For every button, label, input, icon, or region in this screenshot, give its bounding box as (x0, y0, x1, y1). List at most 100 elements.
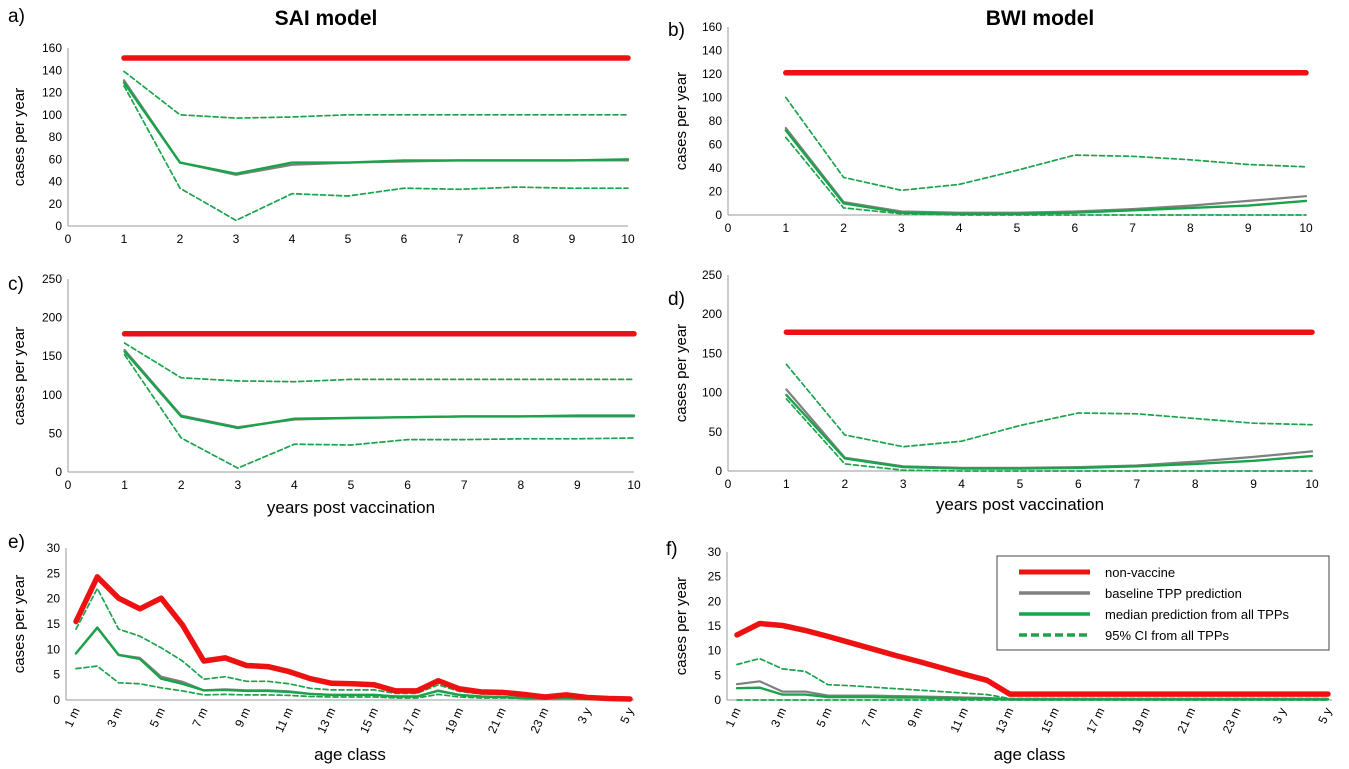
x-tick-label: 5 m (147, 705, 168, 729)
x-tick-label: 6 (401, 232, 408, 246)
series-line-median (122, 81, 630, 175)
x-tick-label: 23 m (1220, 705, 1244, 735)
y-axis-label: cases per year (11, 327, 28, 425)
y-tick-label: 120 (702, 67, 722, 81)
y-tick-label: 30 (47, 541, 61, 555)
panel-e: 0 5 10 15 20 25 30 1 m 3 m 5 m 7 m 9 m 11 m 13 m 15 m 1… (8, 532, 637, 764)
series-line-ci (785, 398, 1313, 472)
x-tick-label: 3 (898, 221, 905, 235)
panel-letter: e) (8, 532, 25, 553)
y-tick-label: 5 (53, 668, 60, 682)
x-tick-label: 5 (1017, 477, 1024, 491)
y-tick-label: 20 (708, 594, 722, 608)
x-tick-label: 17 m (400, 705, 424, 735)
x-tick-label: 10 (627, 478, 641, 492)
x-tick-label: 6 (1071, 221, 1078, 235)
y-tick-label: 20 (47, 592, 61, 606)
series-line-ci (123, 342, 635, 383)
x-tick-label: 2 (178, 478, 185, 492)
x-tick-label: 4 (956, 221, 963, 235)
y-tick-label: 40 (709, 161, 723, 175)
x-axis-label: age class (994, 745, 1066, 764)
x-tick-label: 7 m (189, 705, 210, 729)
x-tick-label: 13 m (993, 705, 1017, 735)
legend-label: median prediction from all TPPs (1105, 607, 1290, 622)
y-tick-label: 60 (49, 152, 63, 166)
x-tick-label: 5 (345, 232, 352, 246)
x-tick-label: 9 (574, 478, 581, 492)
x-axis-label: years post vaccination (936, 495, 1104, 514)
x-tick-label: 17 m (1083, 705, 1107, 735)
x-tick-label: 7 (461, 478, 468, 492)
x-tick-label: 5 (1014, 221, 1021, 235)
series-line-baseline (785, 388, 1314, 469)
x-tick-label: 0 (725, 477, 732, 491)
y-tick-label: 160 (42, 41, 62, 55)
y-tick-label: 0 (715, 464, 722, 478)
y-tick-label: 80 (709, 114, 723, 128)
series-line-ci (123, 353, 635, 469)
y-tick-label: 10 (47, 642, 61, 656)
y-tick-label: 250 (42, 272, 62, 286)
series-line-ci (784, 96, 1307, 192)
y-tick-label: 150 (702, 346, 722, 360)
x-tick-label: 23 m (528, 705, 552, 735)
y-tick-label: 80 (49, 130, 63, 144)
y-axis-label: cases per year (11, 575, 28, 673)
y-tick-label: 0 (53, 693, 60, 707)
legend-label: baseline TPP prediction (1105, 586, 1242, 601)
y-axis-label: cases per year (673, 72, 690, 170)
x-tick-label: 5 y (1315, 705, 1334, 725)
x-tick-label: 13 m (314, 705, 338, 735)
x-tick-label: 9 m (904, 705, 925, 729)
y-axis-label: cases per year (673, 577, 690, 675)
x-tick-label: 19 m (1129, 705, 1153, 735)
x-tick-label: 5 (348, 478, 355, 492)
x-tick-label: 8 (1192, 477, 1199, 491)
x-tick-label: 7 m (859, 705, 880, 729)
x-tick-label: 1 (783, 477, 790, 491)
x-tick-label: 7 (1133, 477, 1140, 491)
y-tick-label: 5 (714, 668, 721, 682)
x-tick-label: 1 m (723, 705, 744, 729)
panel-d: 0 50 100 150 200 250 0 1 2 3 4 5 6 7 8 9 10 cases per yea… (668, 268, 1319, 514)
y-tick-label: 150 (42, 349, 62, 363)
y-tick-label: 100 (702, 91, 722, 105)
y-tick-label: 200 (702, 307, 722, 321)
title-bwi-model: BWI model (986, 7, 1095, 30)
series-line-ci (123, 70, 629, 119)
x-tick-label: 9 m (232, 705, 253, 729)
x-tick-label: 21 m (1174, 705, 1198, 735)
series-line-median (74, 626, 632, 701)
y-tick-label: 100 (42, 388, 62, 402)
panel-letter: d) (668, 289, 685, 310)
series-line-median (785, 393, 1314, 470)
legend: non-vaccine baseline TPP prediction median… (996, 555, 1330, 651)
y-tick-label: 20 (49, 197, 63, 211)
y-tick-label: 20 (709, 185, 723, 199)
series-line-median (784, 129, 1308, 216)
series-line-baseline (784, 127, 1308, 214)
y-tick-label: 0 (714, 693, 721, 707)
x-tick-label: 7 (1129, 221, 1136, 235)
x-tick-label: 1 (121, 478, 128, 492)
x-tick-label: 3 m (768, 705, 789, 729)
x-tick-label: 3 y (575, 705, 594, 725)
y-tick-label: 40 (49, 175, 63, 189)
x-tick-label: 9 (1250, 477, 1257, 491)
x-tick-label: 5 y (617, 705, 636, 725)
panel-b: 0 20 40 60 80 100 120 140 160 0 1 2 3 4 5 6 7 8 9 10 cases p… (668, 20, 1313, 235)
x-axis-label: years post vaccination (267, 498, 435, 517)
y-tick-label: 160 (702, 20, 722, 34)
series-line-ci (123, 84, 629, 222)
title-sai-model: SAI model (275, 7, 378, 30)
x-axis-label: age class (314, 745, 386, 764)
x-tick-label: 19 m (442, 705, 466, 735)
legend-label: 95% CI from all TPPs (1105, 628, 1230, 643)
y-tick-label: 0 (55, 465, 62, 479)
x-tick-label: 0 (65, 478, 72, 492)
x-tick-label: 11 m (947, 705, 971, 734)
panel-letter: c) (8, 274, 24, 295)
x-tick-label: 9 (569, 232, 576, 246)
